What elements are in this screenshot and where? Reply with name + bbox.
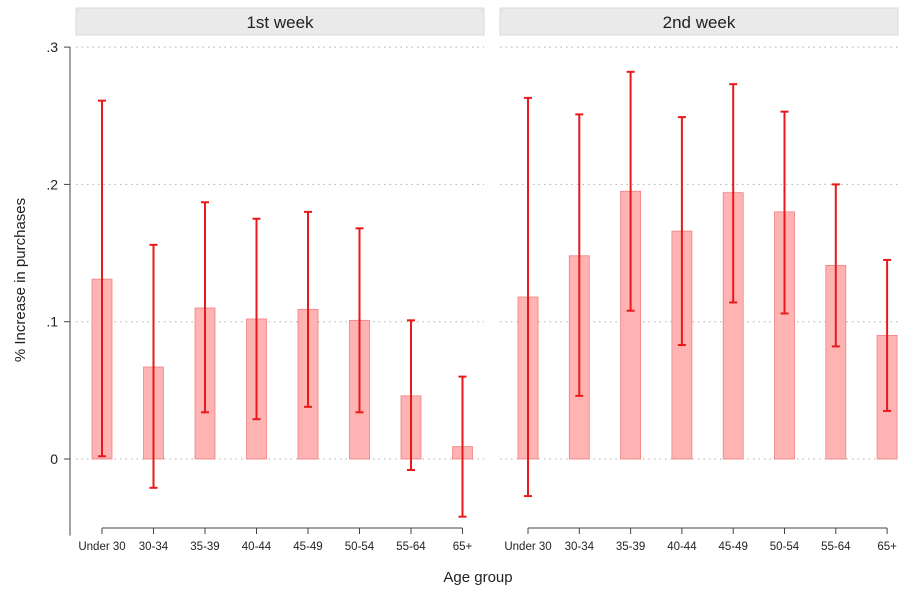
x-tick-label: 55-64 xyxy=(396,541,426,553)
x-tick-label: 45-49 xyxy=(718,541,747,553)
x-tick-label: 40-44 xyxy=(242,541,272,553)
panel-title-1: 1st week xyxy=(246,13,314,32)
x-axis-label: Age group xyxy=(443,569,512,586)
x-tick-label: 35-39 xyxy=(190,541,219,553)
x-tick-label: 30-34 xyxy=(139,541,169,553)
x-tick-label: 50-54 xyxy=(770,541,800,553)
x-tick-label: Under 30 xyxy=(504,541,551,553)
error-bars xyxy=(98,70,892,518)
gridlines xyxy=(76,46,898,460)
x-tick-label: 50-54 xyxy=(345,541,375,553)
x-tick-label: 65+ xyxy=(877,541,897,553)
x-tick-label: 35-39 xyxy=(616,541,645,553)
x-tick-label: 65+ xyxy=(453,541,473,553)
panel-header-2 xyxy=(499,7,899,36)
panel-header-1 xyxy=(75,7,485,36)
y-tick-label: .3 xyxy=(46,39,58,55)
y-axis-ticks: 0 .1 .2 .3 xyxy=(46,39,70,467)
axes xyxy=(69,47,888,536)
x-tick-label: Under 30 xyxy=(78,541,125,553)
panel-title-2: 2nd week xyxy=(663,13,736,32)
x-tick-label: 55-64 xyxy=(821,541,851,553)
y-axis-label: % Increase in purchases xyxy=(12,198,29,362)
x-axis-ticks: Under 30 30-34 35-39 40-44 45-49 50-54 55-64 65… xyxy=(78,528,897,553)
y-tick-label: .1 xyxy=(46,314,58,330)
y-tick-label: .2 xyxy=(46,176,58,192)
panel-headers: 1st week 2nd week xyxy=(75,7,899,36)
x-tick-label: 30-34 xyxy=(565,541,595,553)
y-tick-label: 0 xyxy=(50,451,58,467)
x-tick-label: 40-44 xyxy=(667,541,697,553)
x-tick-label: 45-49 xyxy=(293,541,322,553)
bars xyxy=(91,190,898,460)
